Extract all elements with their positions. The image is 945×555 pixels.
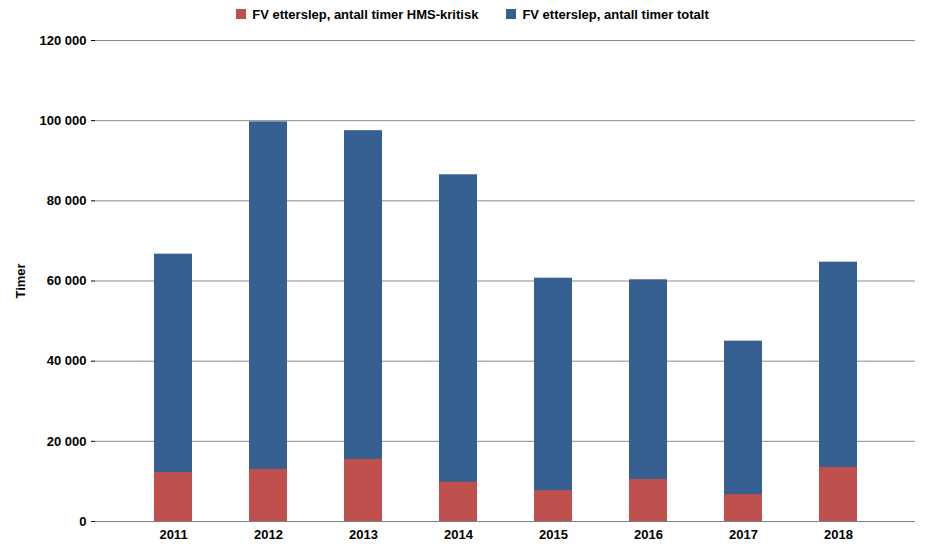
svg-text:2018: 2018 [824, 527, 853, 542]
svg-text:100 000: 100 000 [40, 113, 87, 128]
svg-text:0: 0 [79, 514, 86, 529]
svg-text:2012: 2012 [254, 527, 283, 542]
svg-text:2015: 2015 [539, 527, 568, 542]
svg-text:Timer: Timer [13, 263, 28, 298]
svg-text:2014: 2014 [444, 527, 474, 542]
svg-text:2011: 2011 [159, 527, 187, 542]
svg-text:2017: 2017 [729, 527, 758, 542]
html-text:FV etterslep, antall timer HMS: FV etterslep, antall timer HMS-kritisk [252, 6, 479, 22]
svg-text:80 000: 80 000 [47, 193, 87, 208]
svg-text:40 000: 40 000 [47, 353, 87, 368]
svg-text:20 000: 20 000 [47, 433, 87, 448]
svg-text:2013: 2013 [349, 527, 378, 542]
svg-text:120 000: 120 000 [40, 33, 87, 48]
svg-text:2016: 2016 [634, 527, 663, 542]
html-text:FV etterslep, antall timer tot: FV etterslep, antall timer totalt [522, 6, 709, 22]
svg-text:60 000: 60 000 [47, 273, 87, 288]
